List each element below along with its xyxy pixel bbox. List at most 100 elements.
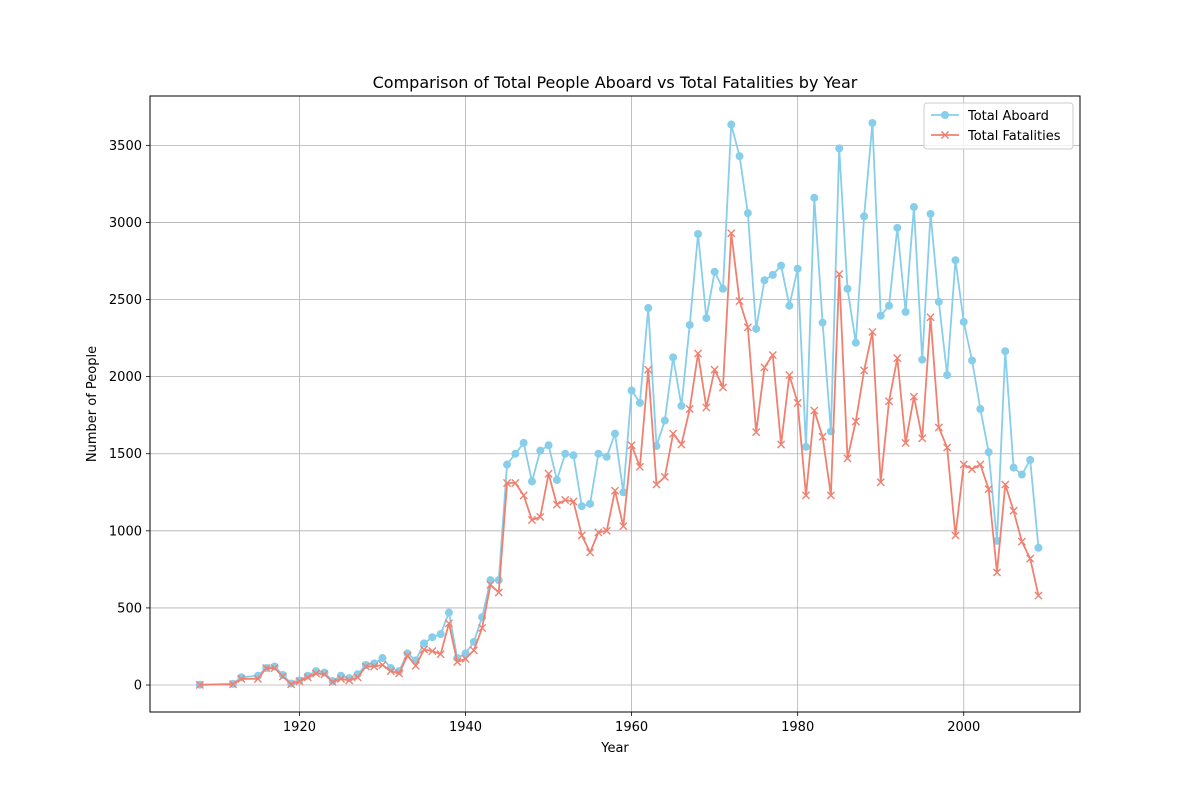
data-point: [669, 353, 678, 362]
data-point: [378, 660, 387, 670]
data-point: [1034, 543, 1043, 552]
data-point: [395, 669, 404, 678]
data-point: [527, 515, 537, 525]
data-point: [644, 304, 653, 313]
data-point: [1026, 455, 1035, 464]
data-point: [411, 661, 420, 670]
data-point: [561, 495, 570, 505]
x-marker: [940, 130, 950, 140]
data-point: [918, 355, 927, 364]
data-point: [627, 386, 636, 395]
data-point: [702, 314, 711, 323]
data-point: [1009, 463, 1018, 472]
data-point: [577, 502, 586, 511]
data-point: [311, 669, 321, 678]
data-point: [685, 404, 694, 414]
data-point: [561, 449, 570, 458]
data-point: [818, 318, 827, 327]
data-point: [727, 229, 736, 238]
data-point: [967, 465, 977, 474]
data-point: [909, 203, 918, 212]
data-point: [585, 548, 595, 557]
data-point: [428, 646, 437, 656]
data-point: [909, 392, 919, 401]
data-point: [461, 649, 470, 658]
data-point: [843, 284, 852, 293]
data-point: [884, 397, 894, 406]
data-point: [486, 580, 495, 589]
data-point: [320, 670, 329, 679]
data-point: [386, 667, 395, 676]
data-point: [868, 118, 877, 127]
legend-marker-total-fatalities: [940, 130, 950, 140]
grid-lines: [150, 96, 1080, 712]
data-point: [602, 526, 611, 535]
data-point: [959, 317, 968, 326]
data-point: [951, 531, 960, 540]
data-point: [835, 144, 844, 153]
legend-marker-total-aboard: [941, 111, 949, 119]
data-point: [494, 588, 503, 597]
data-point: [677, 401, 686, 410]
data-point: [901, 307, 910, 316]
data-point: [851, 417, 860, 426]
y-tick-label: 500: [117, 601, 142, 616]
data-point: [436, 650, 445, 659]
legend-box: [923, 102, 1074, 150]
y-tick-label: 3000: [109, 216, 142, 231]
data-point: [1017, 537, 1026, 546]
data-point: [419, 645, 429, 654]
data-point: [503, 460, 512, 469]
data-point: [278, 672, 287, 681]
data-point: [527, 477, 536, 486]
data-point: [810, 406, 819, 415]
data-point: [851, 338, 860, 347]
data-point: [760, 363, 769, 372]
y-tick-label: 1000: [109, 524, 142, 539]
data-point: [777, 261, 786, 270]
data-point: [536, 446, 545, 455]
data-point: [710, 365, 719, 374]
x-tick-label: 1920: [283, 720, 316, 735]
data-point: [801, 491, 811, 500]
data-point: [594, 449, 603, 458]
data-point: [370, 662, 379, 671]
data-point: [278, 670, 287, 679]
data-point: [378, 654, 387, 663]
data-point: [295, 677, 304, 686]
data-point: [353, 673, 362, 682]
x-axis-label: Year: [600, 741, 629, 756]
series-layer: [195, 118, 1043, 689]
data-point: [619, 522, 628, 531]
data-point: [710, 267, 719, 276]
data-point: [262, 663, 271, 673]
data-point: [511, 478, 520, 488]
data-point: [868, 327, 877, 337]
data-point: [519, 438, 528, 447]
data-point: [860, 366, 869, 375]
data-point: [776, 440, 786, 449]
data-point: [992, 568, 1002, 577]
data-point: [943, 371, 952, 380]
data-point: [768, 350, 777, 360]
y-tick-label: 2000: [109, 370, 142, 385]
axis-ticks: 1920 1940 1960 1980 2000 0 500 1000 1500 2000 2500…: [109, 139, 980, 735]
data-point: [453, 657, 462, 666]
data-point: [660, 472, 669, 481]
y-tick-label: 0: [134, 679, 142, 694]
data-point: [577, 531, 586, 540]
data-point: [768, 270, 777, 279]
data-point: [959, 460, 968, 469]
data-point: [552, 475, 561, 484]
data-point: [1001, 347, 1010, 356]
legend: Total Aboard Total Fatalities: [923, 102, 1074, 150]
data-point: [785, 370, 794, 380]
legend-label-total-aboard: Total Aboard: [967, 109, 1049, 124]
data-point: [627, 441, 636, 450]
data-point: [984, 485, 993, 494]
data-point: [876, 311, 885, 320]
data-point: [860, 212, 869, 221]
data-point: [336, 674, 346, 683]
data-point: [743, 209, 752, 218]
y-axis-label: Number of People: [85, 346, 100, 462]
